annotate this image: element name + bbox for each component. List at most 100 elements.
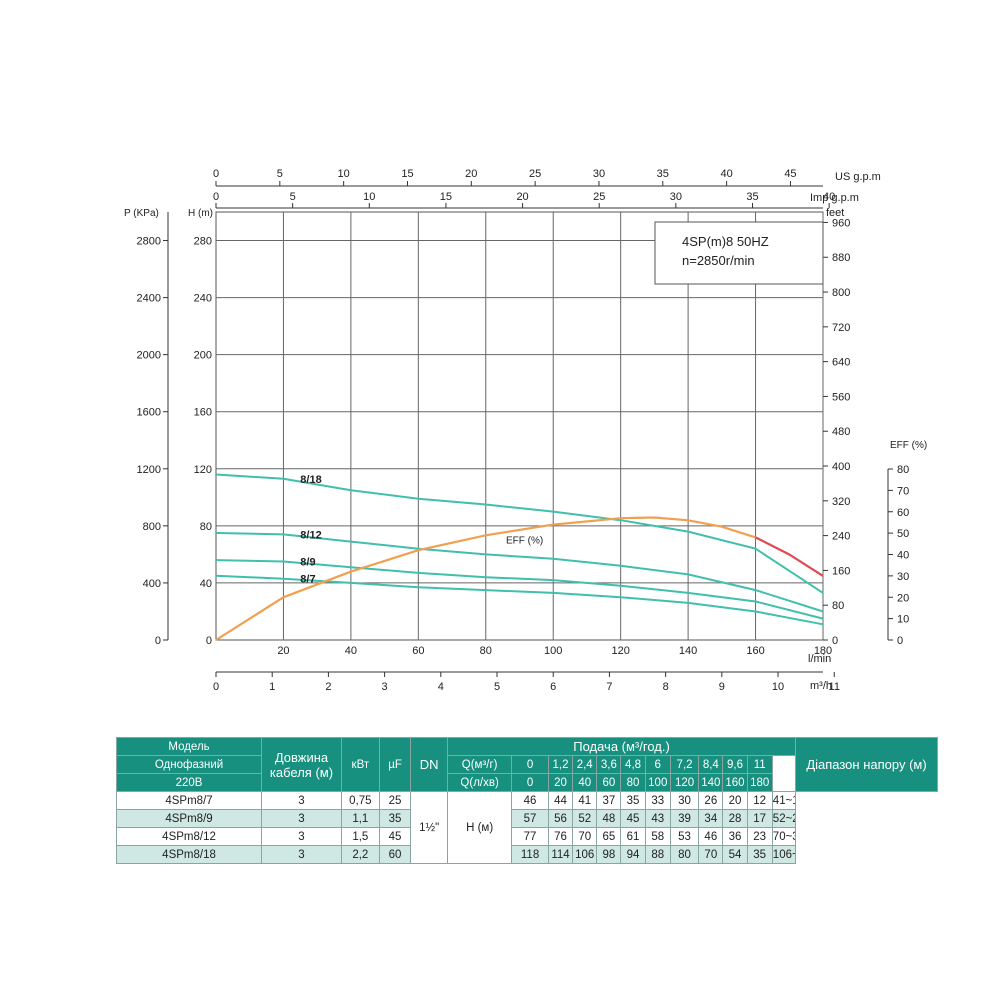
top-axis-us-tick-label: 0: [213, 168, 219, 180]
table-cell-dn: 1½": [410, 791, 449, 864]
top-axis-imp-tick-label: 0: [213, 191, 219, 203]
y-axis-h-tick-label: 240: [194, 293, 212, 305]
x-axis-m3h-tick-label: 11: [829, 681, 840, 693]
x-axis-lmin-tick-label: 140: [679, 645, 697, 657]
table-cell-head: 23: [746, 827, 773, 846]
table-header-cable: Довжина кабеля (м): [261, 737, 342, 792]
table-row: 4SPm8/7 3 0,75 25 1½" H (м) 46 44 41 37 35 33 30 26 20…: [115, 791, 938, 864]
x-axis-lmin-label: l/min: [808, 653, 831, 665]
table-cell-uf: 35: [378, 809, 412, 828]
table-header-uf: µF: [378, 737, 412, 792]
performance-curves: 8/18 8/12 8/9 8/7 EFF (%): [215, 473, 824, 641]
table-cell-head: 114: [547, 845, 574, 864]
series-label-8-7: 8/7: [300, 574, 315, 586]
table-cell-head: 46: [698, 827, 724, 846]
table-cell-head: 39: [669, 809, 700, 828]
top-axis-imp-tick-label: 30: [670, 191, 682, 203]
top-axis-us-tick-label: 45: [784, 168, 796, 180]
table-cell-model: 4SPm8/7: [115, 791, 263, 810]
x-axis-lmin-tick-label: 100: [544, 645, 562, 657]
table-header-model: Модель: [115, 737, 263, 756]
series-line-8-7: [215, 574, 824, 626]
table-cell-range: 52~23: [771, 809, 797, 828]
y-axis-h-tick-label: 40: [200, 578, 212, 590]
top-axis-us-tick-label: 30: [593, 168, 605, 180]
table-cell-model: 4SPm8/18: [115, 845, 263, 864]
top-axis-us-label: US g.p.m: [835, 171, 881, 183]
y-axis-h-tick-label: 120: [194, 464, 212, 476]
table-cell-head: 94: [620, 845, 646, 864]
series-line-8-12: [215, 532, 824, 613]
x-axis-m3h-tick-label: 7: [606, 681, 612, 693]
y-axis-p-tick-label: 2800: [137, 236, 161, 248]
x-axis-m3h-label: m³/h: [810, 680, 832, 692]
table-cell-kw: 1,5: [340, 827, 380, 846]
table-cell-h-label: H (м): [447, 791, 513, 864]
pump-performance-chart: 0 5 10 15 20 25 30 35 40 45 US g.p.m0 5 10 15 20 25 30 35…: [124, 168, 927, 693]
top-axis-imp-tick-label: 10: [363, 191, 375, 203]
table-cell-head: 80: [669, 845, 700, 864]
y-axis-feet-tick-label: 400: [832, 461, 850, 473]
x-axis-m3h-tick-label: 5: [494, 681, 500, 693]
table-header-q-lmin-value: 80: [620, 773, 646, 792]
y-axis-h-label: H (m): [188, 208, 213, 219]
table-header-q-lmin-value: 40: [572, 773, 598, 792]
x-axis-m3h-tick-label: 3: [382, 681, 388, 693]
y-axis-p-tick-label: 1200: [137, 464, 161, 476]
pump-info-box: 4SP(m)8 50HZ n=2850r/min: [654, 221, 824, 285]
y-axis-feet-tick-label: 960: [832, 217, 850, 229]
table-cell-head: 44: [547, 791, 574, 810]
table-header-q-m3h-value: 6: [644, 755, 671, 774]
y-axis-h-tick-label: 200: [194, 350, 212, 362]
x-axis-lmin-tick-label: 80: [480, 645, 492, 657]
y-axis-feet-tick-label: 880: [832, 252, 850, 264]
y-axis-eff-tick-label: 20: [897, 592, 909, 604]
table-row: 4SPm8/18 3 2,2 60 118 114 106 98 94 88 80 70 54 35 106…: [115, 845, 938, 864]
table-cell-head: 48: [596, 809, 622, 828]
table-cell-head: 53: [669, 827, 700, 846]
series-label-8-9: 8/9: [300, 557, 315, 569]
table-cell-head: 118: [511, 845, 549, 864]
table-cell-head: 65: [596, 827, 622, 846]
table-header-flow: Подача (м³/год.): [447, 737, 796, 756]
x-axis-m3h-tick-label: 1: [269, 681, 275, 693]
x-axis-lmin-tick-label: 20: [277, 645, 289, 657]
table-header-q-m3h-value: 0: [511, 755, 549, 774]
top-axis-imp-tick-label: 15: [440, 191, 452, 203]
table-cell-head: 17: [746, 809, 773, 828]
series-line-8-18: [215, 473, 824, 594]
table-cell-head: 70: [572, 827, 598, 846]
x-axis-lmin-tick-label: 160: [746, 645, 764, 657]
table-cell-head: 46: [511, 791, 549, 810]
table-cell-head: 36: [722, 827, 748, 846]
table-header-range: Діапазон напору (м): [795, 737, 938, 792]
table-cell-head: 57: [511, 809, 549, 828]
y-axis-p-tick-label: 800: [143, 521, 161, 533]
table-cell-kw: 2,2: [340, 845, 380, 864]
top-axis-imp-tick-label: 20: [516, 191, 528, 203]
table-cell-head: 34: [698, 809, 724, 828]
x-axis-lmin-tick-label: 60: [412, 645, 424, 657]
table-header-single-phase: Однофазний: [115, 755, 263, 774]
top-axis-imp-label: Imp g.p.m: [810, 192, 859, 204]
x-axis-lmin-tick-label: 180: [814, 645, 832, 657]
table-cell-uf: 45: [378, 827, 412, 846]
y-axis-eff-tick-label: 60: [897, 507, 909, 519]
table-cell-head: 28: [722, 809, 748, 828]
table-header-voltage: 220В: [115, 773, 263, 792]
top-axis-us-tick-label: 15: [401, 168, 413, 180]
table-header-kw: кВт: [340, 737, 380, 792]
table-header-q-lmin-value: 60: [596, 773, 622, 792]
x-axis-m3h-tick-label: 4: [438, 681, 444, 693]
y-axis-feet-tick-label: 240: [832, 531, 850, 543]
table-header-q-lmin-value: 140: [698, 773, 724, 792]
top-axis-us-tick-label: 40: [720, 168, 732, 180]
y-axis-h-tick-label: 0: [206, 635, 212, 647]
y-axis-feet-tick-label: 560: [832, 391, 850, 403]
table-header-q-m3h-value: 7,2: [669, 755, 700, 774]
table-cell-head: 98: [596, 845, 622, 864]
table-cell-head: 30: [669, 791, 700, 810]
y-axis-h-tick-label: 280: [194, 236, 212, 248]
table-cell-range: 41~17: [771, 791, 797, 810]
